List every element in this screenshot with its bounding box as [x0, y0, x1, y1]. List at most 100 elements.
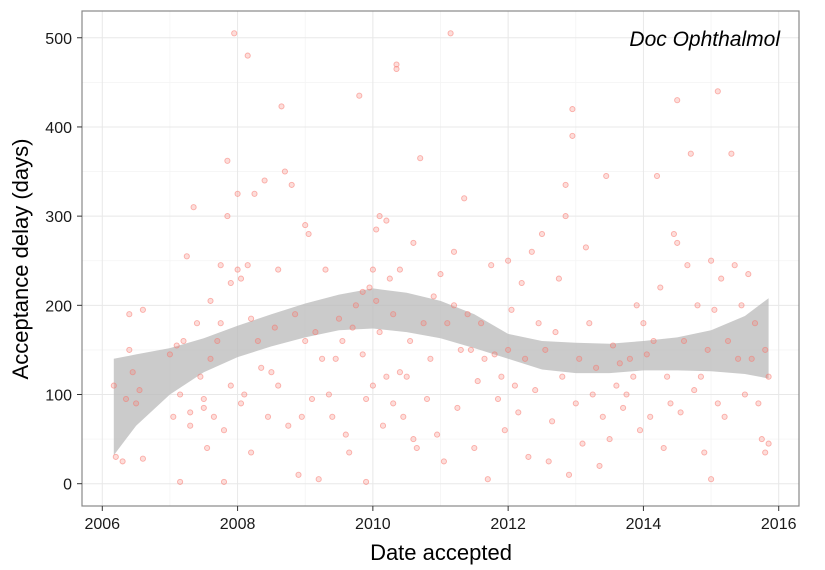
data-point [308, 395, 316, 403]
data-point [522, 355, 529, 362]
data-point [390, 400, 397, 407]
data-point [758, 436, 765, 443]
x-tick-label: 2014 [626, 516, 662, 533]
data-point [180, 337, 187, 345]
data-point [271, 324, 278, 331]
data-point [616, 360, 623, 367]
data-point [119, 458, 126, 465]
data-point [667, 400, 674, 407]
data-point [508, 306, 515, 313]
data-point [264, 413, 272, 420]
data-point [434, 431, 441, 438]
data-point [275, 382, 282, 389]
data-point [403, 373, 410, 380]
data-point [511, 382, 518, 389]
data-point [261, 177, 268, 184]
data-point [640, 320, 647, 327]
data-point [735, 355, 742, 362]
data-point [193, 320, 201, 327]
data-point [278, 103, 285, 110]
data-point [569, 132, 576, 139]
data-point [129, 369, 136, 376]
data-point [177, 391, 184, 398]
data-point [346, 449, 353, 456]
data-point [711, 306, 718, 313]
data-point [528, 248, 535, 255]
data-point [498, 373, 505, 380]
data-point [464, 311, 471, 318]
data-point [373, 297, 380, 304]
data-point [234, 190, 241, 197]
data-point [393, 65, 400, 73]
data-point [386, 275, 393, 282]
data-point [268, 369, 275, 376]
data-point [335, 315, 343, 322]
data-point [423, 395, 431, 403]
data-point [383, 373, 390, 380]
data-point [755, 400, 762, 407]
data-point [376, 329, 383, 336]
data-point [491, 351, 498, 358]
data-point [724, 337, 732, 345]
data-point [467, 346, 474, 353]
data-point [765, 440, 772, 447]
data-point [599, 413, 606, 420]
data-point [244, 262, 251, 269]
panel-border [81, 10, 800, 507]
data-point [420, 320, 427, 327]
data-point [363, 478, 370, 485]
data-point [207, 297, 214, 304]
chart-annotation: Doc Ophthalmol [629, 28, 781, 51]
data-point [298, 413, 305, 420]
data-point [325, 391, 332, 398]
y-axis-title: Acceptance delay (days) [8, 139, 33, 380]
data-point [562, 213, 569, 220]
data-point [555, 275, 562, 282]
data-point [596, 462, 603, 469]
data-point [359, 288, 366, 295]
data-point [248, 449, 255, 456]
data-point [748, 355, 755, 362]
data-point [413, 444, 420, 452]
data-point [484, 476, 491, 483]
data-point [613, 382, 620, 389]
data-point [396, 369, 403, 376]
data-point [275, 266, 282, 273]
data-point [701, 449, 708, 456]
data-point [505, 346, 512, 353]
data-point [677, 409, 684, 416]
data-point [450, 248, 458, 255]
data-point [170, 413, 177, 420]
data-point [248, 315, 255, 322]
data-point [518, 279, 525, 287]
data-point [437, 271, 444, 278]
data-point [762, 449, 769, 456]
data-point [704, 346, 711, 353]
data-point [396, 266, 403, 273]
data-point [166, 351, 173, 358]
data-point [572, 400, 579, 407]
data-point [359, 351, 366, 358]
data-point [197, 373, 204, 380]
data-point [227, 279, 234, 287]
data-point [285, 422, 292, 429]
data-point [319, 355, 326, 362]
data-point [369, 382, 376, 389]
data-point [217, 262, 224, 269]
y-tick-label: 400 [45, 120, 72, 137]
data-point [379, 422, 387, 429]
data-point [691, 387, 698, 394]
data-point [244, 52, 251, 59]
data-point [714, 88, 721, 95]
data-point [664, 373, 671, 380]
data-point [488, 262, 495, 269]
data-point [173, 342, 180, 349]
data-point [670, 230, 677, 238]
data-point [593, 364, 600, 371]
data-point [383, 217, 390, 224]
data-point [177, 478, 184, 485]
data-point [224, 157, 231, 164]
data-point [606, 436, 613, 443]
data-point [210, 413, 217, 420]
